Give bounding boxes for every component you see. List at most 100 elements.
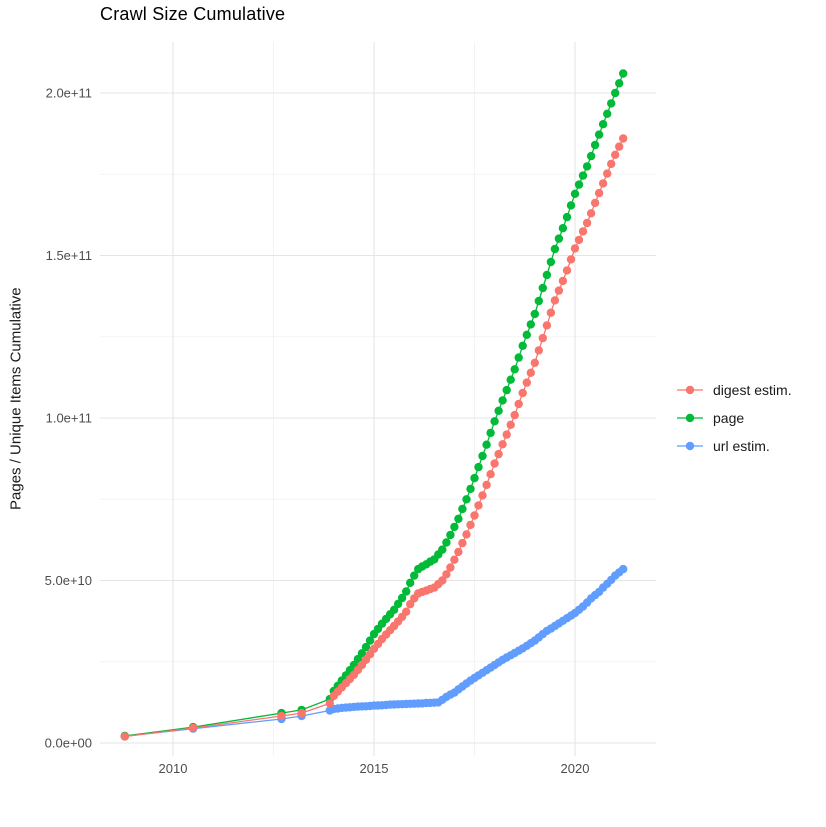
- data-point: [586, 151, 596, 161]
- data-point: [450, 522, 459, 532]
- data-point: [474, 501, 483, 510]
- data-point: [454, 514, 463, 523]
- x-tick-label: 2015: [360, 761, 389, 776]
- data-point: [482, 440, 491, 449]
- data-point: [619, 134, 628, 143]
- legend-item-url-estim: url estim.: [676, 436, 792, 455]
- data-point: [558, 224, 568, 233]
- data-point: [494, 449, 503, 459]
- data-point: [526, 320, 535, 329]
- legend: digest estim. page url estim.: [676, 380, 792, 455]
- data-point: [502, 430, 511, 439]
- data-point: [325, 699, 334, 708]
- data-point: [598, 120, 608, 129]
- y-tick-label: 0.0e+00: [45, 736, 92, 751]
- data-point: [498, 396, 507, 405]
- x-tick-label: 2020: [561, 761, 590, 776]
- axis-labels: 0.0e+00 5.0e+10 1.0e+11 1.5e+11 2.0e+11 2010 2…: [45, 86, 590, 777]
- data-point: [574, 235, 584, 245]
- data-point: [462, 530, 471, 539]
- data-point: [510, 410, 519, 420]
- data-point: [494, 406, 503, 415]
- data-point: [574, 180, 584, 189]
- data-point: [566, 201, 576, 210]
- data-point: [538, 283, 547, 293]
- x-tick-label: 2010: [159, 761, 188, 776]
- data-point: [442, 538, 451, 547]
- data-point: [542, 270, 552, 280]
- legend-key-point: [685, 413, 695, 422]
- legend-item-page: page: [676, 408, 792, 427]
- legend-key-point: [685, 385, 695, 394]
- data-point: [518, 388, 527, 398]
- data-point: [518, 341, 527, 350]
- data-point: [570, 244, 580, 253]
- data-point: [438, 545, 447, 554]
- data-point: [554, 286, 564, 295]
- data-point: [619, 69, 628, 78]
- data-point: [590, 140, 600, 150]
- data-point: [594, 130, 604, 139]
- legend-item-digest-estim: digest estim.: [676, 380, 792, 399]
- data-point: [611, 150, 620, 159]
- data-point: [502, 385, 511, 395]
- data-point: [450, 555, 459, 564]
- data-point: [506, 420, 515, 429]
- data-point: [490, 417, 499, 426]
- data-point: [514, 399, 523, 409]
- data-point: [120, 732, 129, 741]
- data-point: [603, 169, 612, 178]
- legend-label: digest estim.: [713, 381, 792, 398]
- data-point: [582, 162, 592, 171]
- data-point: [438, 576, 447, 585]
- data-point: [470, 473, 479, 483]
- legend-key-point: [685, 441, 695, 450]
- data-point: [446, 530, 455, 540]
- data-point: [357, 649, 367, 658]
- data-point: [562, 266, 572, 275]
- data-point: [490, 459, 499, 468]
- series-digest-estim: [120, 134, 628, 741]
- data-point: [546, 257, 556, 267]
- data-point: [550, 244, 560, 254]
- grid-major: [100, 42, 656, 756]
- data-point: [615, 79, 624, 88]
- data-point: [389, 605, 399, 614]
- data-point: [550, 296, 560, 305]
- data-point: [458, 538, 467, 548]
- data-point: [558, 276, 568, 286]
- data-point: [619, 564, 628, 574]
- data-point: [594, 188, 604, 198]
- data-point: [522, 378, 531, 387]
- data-point: [454, 547, 463, 557]
- data-point: [530, 309, 539, 319]
- chart-title: Crawl Size Cumulative: [100, 4, 286, 24]
- data-point: [607, 99, 616, 108]
- legend-key-icon: [677, 441, 703, 450]
- legend-key-icon: [677, 413, 703, 422]
- data-point: [498, 440, 507, 449]
- data-point: [526, 368, 535, 377]
- data-point: [462, 495, 471, 504]
- legend-key-icon: [677, 385, 703, 394]
- series-page: [120, 69, 628, 741]
- data-point: [538, 333, 547, 343]
- data-point: [458, 504, 467, 514]
- data-point: [474, 462, 483, 472]
- data-point: [530, 358, 539, 367]
- legend-label: page: [713, 409, 745, 426]
- data-point: [361, 642, 371, 652]
- data-point: [478, 451, 487, 461]
- y-tick-label: 1.0e+11: [46, 411, 92, 426]
- data-point: [402, 587, 411, 596]
- data-point: [466, 484, 475, 494]
- data-point: [554, 234, 564, 243]
- data-point: [442, 570, 451, 579]
- data-point: [566, 255, 576, 264]
- data-point: [570, 189, 580, 198]
- data-point: [522, 330, 531, 339]
- data-point: [188, 723, 198, 733]
- data-point: [506, 375, 515, 384]
